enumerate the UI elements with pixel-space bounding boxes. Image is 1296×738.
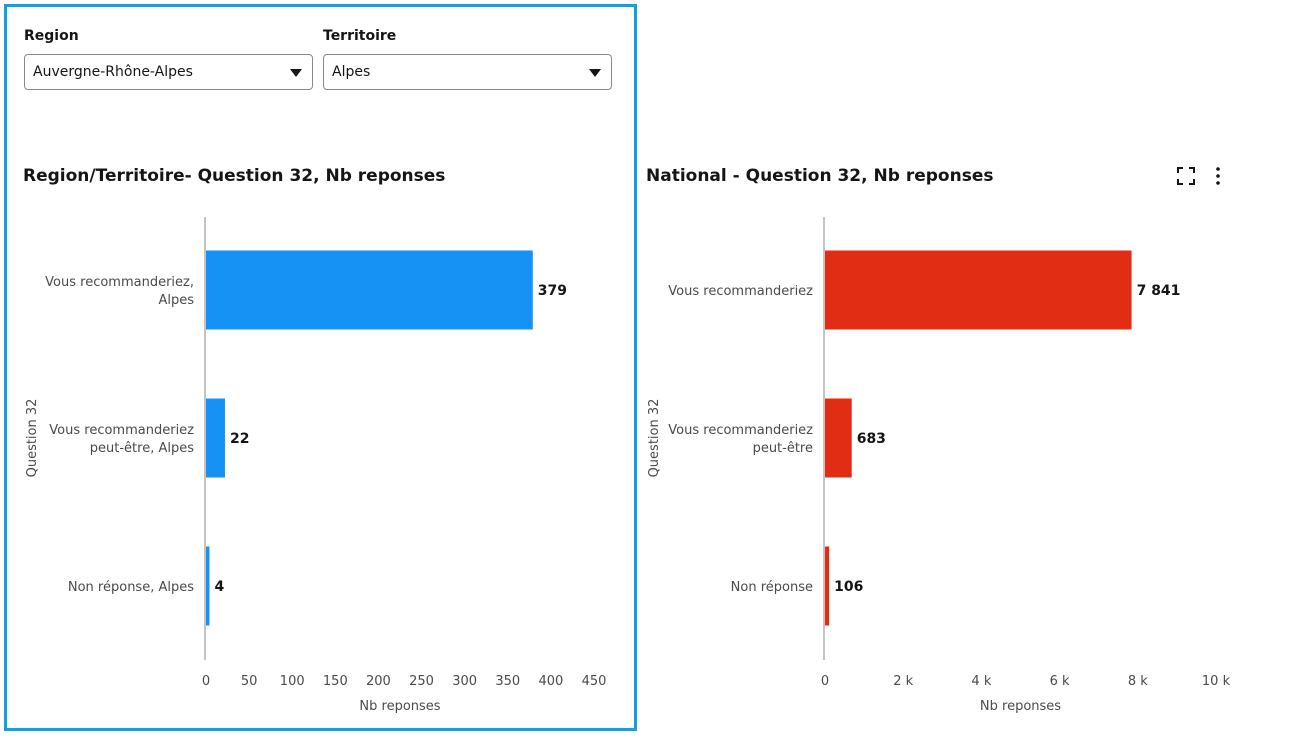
national-x-tick-label: 10 k (1202, 674, 1231, 689)
region-x-tick-label: 400 (538, 674, 563, 689)
national-data-label-1: 7 841 (1137, 283, 1181, 299)
region-category-label-3: Non réponse, Alpes (68, 580, 194, 595)
region-select-value: Auvergne-Rhône-Alpes (33, 64, 193, 80)
region-x-tick-label: 350 (495, 674, 520, 689)
region-bar-2 (206, 398, 225, 478)
region-x-tick-label: 100 (280, 674, 305, 689)
national-x-tick-label: 6 k (1050, 674, 1070, 689)
territoire-select[interactable]: Alpes (323, 54, 612, 90)
expand-icon[interactable] (1176, 166, 1196, 186)
region-y-axis-title: Question 32 (25, 399, 40, 478)
national-category-label-2: Vous recommanderiez (668, 423, 813, 438)
national-data-label-2: 683 (857, 431, 886, 447)
national-x-tick-label: 8 k (1128, 674, 1148, 689)
national-x-tick-label: 4 k (971, 674, 991, 689)
region-x-tick-label: 300 (452, 674, 477, 689)
chevron-down-icon (290, 69, 302, 77)
national-x-tick-label: 2 k (893, 674, 913, 689)
territoire-filter-label: Territoire (323, 28, 397, 44)
territoire-select-value: Alpes (332, 64, 371, 80)
region-x-tick-label: 50 (241, 674, 258, 689)
region-bar-3 (206, 546, 210, 626)
region-category-label-2: Vous recommanderiez (49, 423, 194, 438)
region-x-tick-label: 450 (582, 674, 607, 689)
left-panel-frame (4, 4, 637, 731)
more-vertical-icon[interactable] (1208, 166, 1228, 186)
national-data-label-3: 106 (834, 579, 863, 595)
region-x-tick-label: 150 (323, 674, 348, 689)
region-x-tick-label: 250 (409, 674, 434, 689)
national-x-tick-label: 0 (821, 674, 829, 689)
region-x-tick-label: 0 (202, 674, 210, 689)
national-x-axis-title: Nb reponses (980, 699, 1061, 714)
region-category-label-1: Vous recommanderiez, (45, 275, 194, 290)
region-bar-1 (206, 250, 533, 330)
chart-title-region: Region/Territoire- Question 32, Nb repon… (23, 166, 446, 186)
chevron-down-icon (589, 69, 601, 77)
region-data-label-3: 4 (214, 579, 224, 595)
region-category-label-2: peut-être, Alpes (90, 441, 194, 456)
national-category-label-1: Vous recommanderiez (668, 284, 813, 299)
region-category-label-1: Alpes (158, 293, 194, 308)
national-bar-3 (825, 546, 830, 626)
region-data-label-1: 379 (538, 283, 567, 299)
national-y-axis-title: Question 32 (647, 399, 662, 478)
national-category-label-2: peut-être (753, 441, 813, 456)
national-bar-2 (825, 398, 852, 478)
region-filter-label: Region (24, 28, 79, 44)
region-data-label-2: 22 (230, 431, 249, 447)
chart-title-national: National - Question 32, Nb reponses (646, 166, 994, 186)
national-category-label-3: Non réponse (731, 580, 813, 595)
national-bar-1 (825, 250, 1132, 330)
region-x-tick-label: 200 (366, 674, 391, 689)
region-select[interactable]: Auvergne-Rhône-Alpes (24, 54, 313, 90)
region-x-axis-title: Nb reponses (359, 699, 440, 714)
